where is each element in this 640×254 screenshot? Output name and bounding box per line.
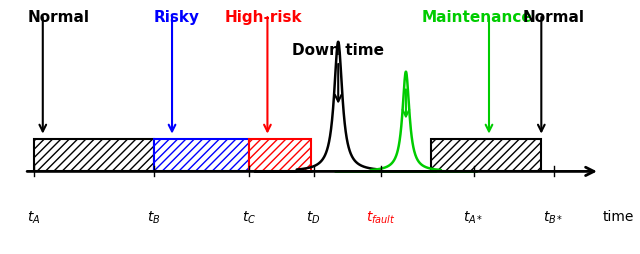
Text: $t_C$: $t_C$ [242, 209, 256, 225]
Text: Maintenance: Maintenance [421, 10, 532, 25]
Text: $t_{A*}$: $t_{A*}$ [463, 209, 484, 225]
Text: Down time: Down time [292, 42, 384, 57]
Text: $t_D$: $t_D$ [307, 209, 321, 225]
Text: High-risk: High-risk [225, 10, 302, 25]
Bar [33, 139, 154, 172]
Text: $t_{fault}$: $t_{fault}$ [366, 209, 396, 225]
Bar [249, 139, 310, 172]
Bar [154, 139, 249, 172]
Text: $t_{B*}$: $t_{B*}$ [543, 209, 564, 225]
Text: $t_B$: $t_B$ [147, 209, 161, 225]
Text: Risky: Risky [154, 10, 200, 25]
Text: time: time [603, 209, 634, 223]
Text: $t_A$: $t_A$ [27, 209, 40, 225]
Text: Normal: Normal [523, 10, 585, 25]
Text: Normal: Normal [28, 10, 90, 25]
Bar [431, 139, 541, 172]
